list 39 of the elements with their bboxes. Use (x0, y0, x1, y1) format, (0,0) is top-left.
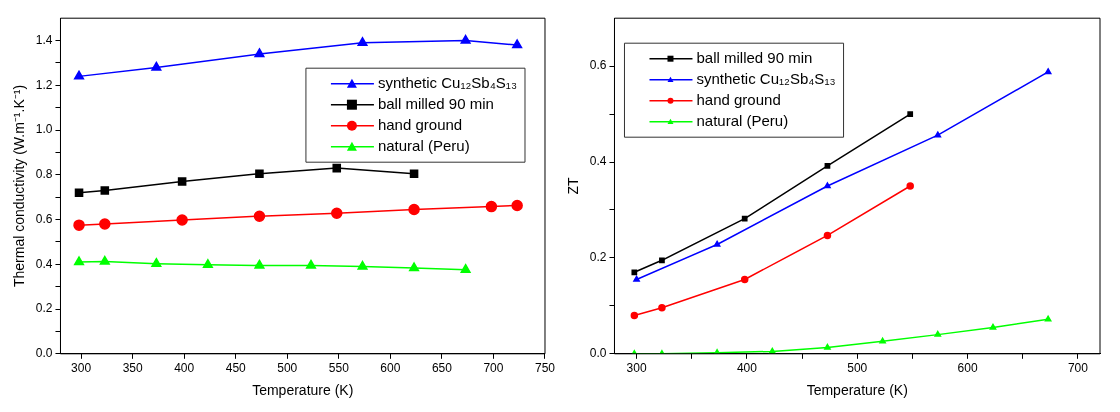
y-tick-label: 0.0 (589, 346, 607, 361)
x-tick-label: 500 (277, 361, 298, 376)
x-tick-label: 450 (225, 361, 247, 376)
y-tick-label: 1.2 (35, 77, 53, 92)
x-tick-label: 400 (736, 361, 758, 376)
x-tick-label: 500 (847, 361, 868, 376)
y-axis-title: ZT (565, 177, 582, 195)
y-tick-label: 0.8 (35, 167, 53, 182)
legend-label: ball milled 90 min (696, 48, 813, 66)
y-axis-title: Thermal conductivity (W.m⁻¹.K⁻¹) (11, 84, 28, 288)
x-tick-label: 300 (626, 361, 647, 376)
y-tick-label: 0.6 (35, 211, 53, 226)
y-tick-label: 0.4 (35, 256, 53, 271)
x-tick-label: 350 (122, 361, 143, 376)
x-tick-label: 300 (71, 361, 92, 376)
x-tick-label: 700 (483, 361, 504, 376)
y-tick-label: 0.4 (589, 154, 607, 169)
x-tick-label: 550 (328, 361, 350, 376)
x-tick-label: 600 (957, 361, 978, 376)
x-tick-label: 400 (174, 361, 195, 376)
y-tick-label: 1.0 (35, 122, 53, 137)
legend-label: natural (Peru) (696, 111, 789, 129)
y-tick-label: 0.2 (589, 250, 607, 265)
x-axis-title: Temperature (K) (806, 382, 908, 399)
x-tick-label: 600 (380, 361, 401, 376)
legend-label: hand ground (377, 115, 463, 133)
legend-label: synthetic Cu₁₂Sb₄S₁₃ (696, 69, 836, 87)
x-tick-label: 750 (534, 361, 556, 376)
y-tick-label: 0.6 (589, 58, 607, 73)
y-tick-label: 1.4 (35, 32, 53, 47)
legend-label: synthetic Cu₁₂Sb₄S₁₃ (377, 73, 517, 91)
legend-label: ball milled 90 min (377, 94, 494, 112)
legend-label: hand ground (696, 90, 781, 108)
y-tick-label: 0.0 (35, 346, 53, 361)
x-tick-label: 700 (1067, 361, 1089, 376)
y-tick-label: 0.2 (35, 301, 53, 316)
x-tick-label: 650 (431, 361, 453, 376)
legend-label: natural (Peru) (377, 136, 470, 154)
x-axis-title: Temperature (K) (252, 382, 354, 399)
